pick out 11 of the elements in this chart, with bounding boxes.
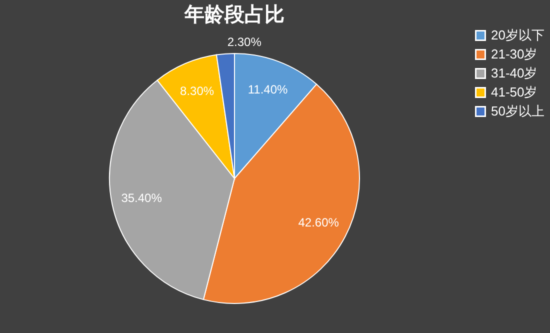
chart-title: 年龄段占比 bbox=[184, 4, 284, 26]
legend-label: 21-30岁 bbox=[491, 46, 538, 62]
data-label: 11.40% bbox=[248, 82, 288, 97]
legend-label: 31-40岁 bbox=[491, 66, 538, 80]
legend-label: 20岁以下 bbox=[491, 28, 544, 42]
data-label: 8.30% bbox=[180, 84, 214, 98]
legend-label: 41-50岁 bbox=[491, 84, 538, 100]
data-label: 35.40% bbox=[121, 191, 162, 206]
legend-label: 50岁以上 bbox=[491, 104, 544, 118]
data-label: 2.30% bbox=[227, 34, 262, 49]
data-label: 42.60% bbox=[298, 216, 340, 230]
